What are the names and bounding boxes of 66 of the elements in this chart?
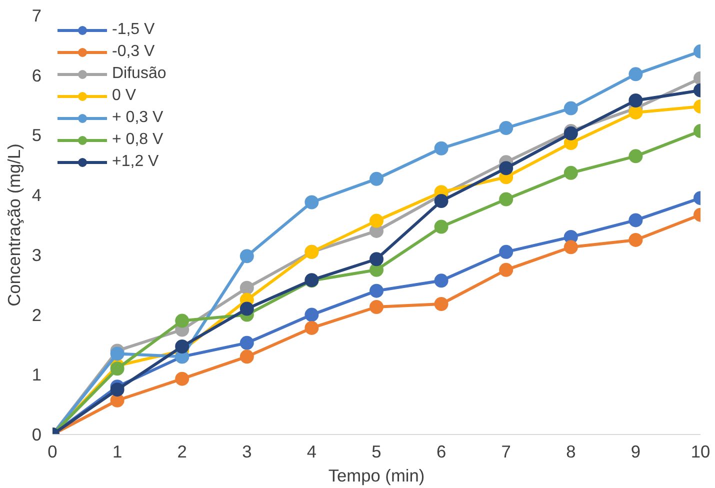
point — [564, 101, 578, 116]
legend-label: 0 V — [112, 87, 136, 105]
x-tick-label: 8 — [566, 442, 576, 462]
y-tick-label: 4 — [32, 185, 42, 206]
point — [628, 232, 643, 247]
point — [110, 346, 124, 361]
legend-label: -1,5 V — [112, 21, 155, 39]
x-axis-title: Tempo (min) — [328, 466, 425, 486]
y-tick-label: 3 — [32, 244, 42, 265]
x-tick-label: 10 — [690, 442, 710, 462]
legend-label: Difusão — [112, 65, 166, 83]
point — [434, 297, 448, 311]
point — [434, 220, 448, 234]
point — [240, 336, 254, 350]
point — [304, 320, 319, 335]
point — [370, 252, 384, 266]
y-tick-label: 6 — [32, 65, 42, 86]
point — [110, 382, 124, 397]
point — [240, 249, 254, 264]
x-tick-label: 1 — [112, 442, 122, 462]
y-tick-label: 7 — [32, 6, 42, 26]
legend-label: + 0,8 V — [112, 131, 164, 149]
point — [370, 300, 384, 314]
point — [110, 362, 124, 376]
x-tick-label: 5 — [372, 442, 382, 462]
point — [628, 67, 643, 82]
point — [628, 94, 643, 108]
x-tick-label: 9 — [630, 442, 641, 462]
point — [240, 302, 254, 316]
point — [304, 308, 319, 322]
point — [628, 105, 643, 120]
point — [240, 280, 254, 295]
point — [564, 240, 578, 254]
point — [434, 194, 448, 208]
legend-label: +1,2 V — [112, 153, 159, 171]
x-tick-label: 4 — [306, 442, 317, 462]
x-tick-label: 3 — [242, 442, 252, 462]
point — [175, 340, 190, 354]
x-tick-label: 7 — [501, 442, 511, 462]
x-tick-label: 6 — [436, 442, 446, 462]
y-tick-label: 1 — [32, 364, 42, 385]
point — [564, 166, 578, 180]
legend-label: -0,3 V — [112, 43, 155, 61]
point — [499, 262, 514, 277]
point — [304, 195, 319, 210]
point — [499, 244, 514, 259]
point — [499, 121, 514, 136]
point — [499, 192, 514, 206]
point — [434, 274, 448, 288]
point — [240, 350, 254, 364]
x-tick-label: 0 — [48, 442, 58, 462]
point — [370, 214, 384, 228]
point — [175, 314, 190, 328]
point — [628, 213, 643, 228]
point — [434, 141, 448, 156]
point — [370, 172, 384, 186]
point — [628, 149, 643, 164]
point — [499, 161, 514, 176]
y-tick-label: 2 — [32, 304, 42, 325]
y-tick-label: 5 — [32, 125, 42, 146]
legend-label: + 0,3 V — [112, 109, 164, 127]
point — [370, 284, 384, 298]
point — [175, 372, 190, 386]
y-tick-label: 0 — [32, 424, 42, 444]
x-tick-label: 2 — [177, 442, 187, 462]
y-axis-title: Concentração (mg/L) — [4, 144, 24, 306]
